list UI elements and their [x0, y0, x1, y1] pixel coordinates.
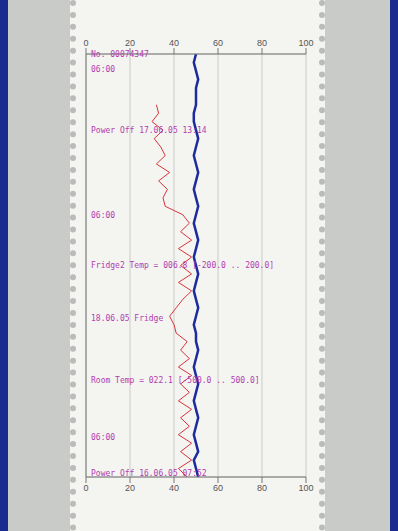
svg-text:60: 60	[213, 483, 223, 493]
svg-text:20: 20	[125, 38, 135, 48]
svg-text:18.06.05 Fridge: 18.06.05 Fridge	[91, 314, 163, 323]
svg-text:Fridge2 Temp = 006.8 [-200.0 .: Fridge2 Temp = 006.8 [-200.0 .. 200.0]	[91, 261, 274, 270]
svg-text:40: 40	[169, 483, 179, 493]
svg-text:20: 20	[125, 483, 135, 493]
svg-text:No. 00074347: No. 00074347	[91, 50, 149, 59]
svg-text:Room Temp = 022.1 [-500.0 .. 5: Room Temp = 022.1 [-500.0 .. 500.0]	[91, 376, 260, 385]
svg-text:Power Off 16.06.05 07:52: Power Off 16.06.05 07:52	[91, 469, 207, 478]
svg-text:06:00: 06:00	[91, 433, 115, 442]
svg-text:06:00: 06:00	[91, 211, 115, 220]
svg-text:100: 100	[298, 483, 313, 493]
svg-text:80: 80	[257, 38, 267, 48]
svg-text:80: 80	[257, 483, 267, 493]
svg-text:0: 0	[83, 483, 88, 493]
svg-text:100: 100	[298, 38, 313, 48]
svg-text:06:00: 06:00	[91, 65, 115, 74]
svg-text:0: 0	[83, 38, 88, 48]
svg-text:60: 60	[213, 38, 223, 48]
svg-text:Power Off 17.06.05 13:14: Power Off 17.06.05 13:14	[91, 126, 207, 135]
svg-text:40: 40	[169, 38, 179, 48]
